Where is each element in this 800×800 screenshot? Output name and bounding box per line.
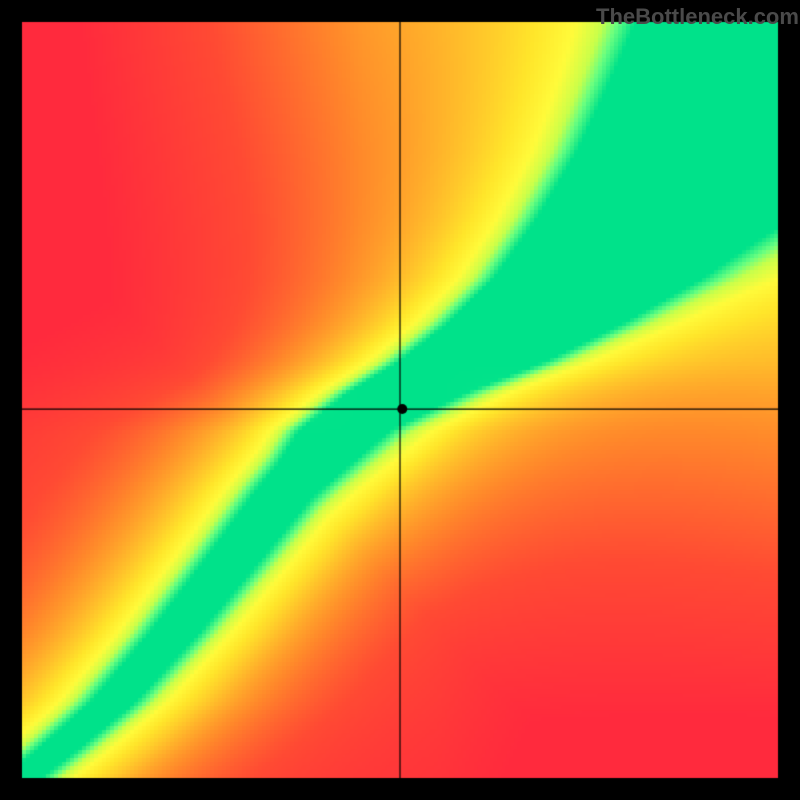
bottleneck-heatmap-chart: TheBottleneck.com bbox=[0, 0, 800, 800]
watermark-text: TheBottleneck.com bbox=[596, 4, 799, 30]
heatmap-canvas bbox=[0, 0, 800, 800]
